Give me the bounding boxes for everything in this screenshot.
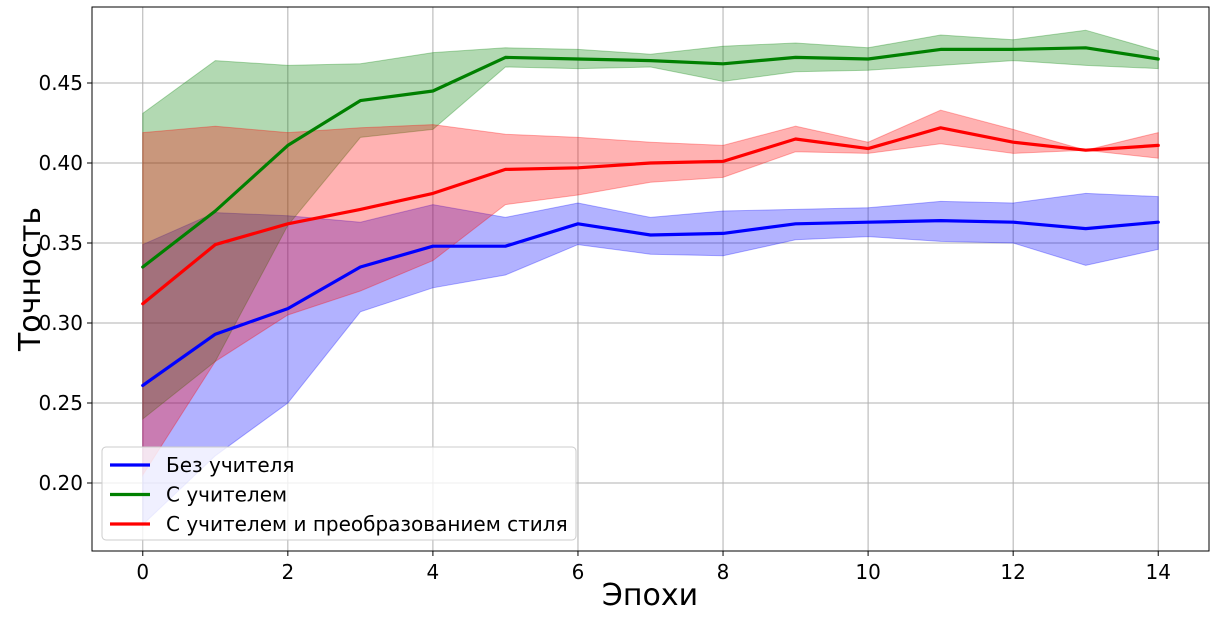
x-axis-ticks: 0 2 4 6 8 10 12 14: [136, 551, 1171, 584]
x-tick-label: 14: [1146, 560, 1171, 584]
series-line-2: [141, 46, 1160, 269]
legend-label-1: Без учителя: [166, 453, 294, 477]
x-tick-label: 12: [1000, 560, 1025, 584]
y-tick-label: 0.25: [38, 391, 83, 415]
y-tick-label: 0.40: [38, 151, 83, 175]
series-line-3: [141, 126, 1160, 306]
legend-label-3: С учителем и преобразованием стиля: [166, 512, 568, 536]
x-tick-label: 8: [717, 560, 730, 584]
series-band-2: [142, 29, 1159, 421]
series-lines: [141, 46, 1160, 387]
legend-box: [101, 446, 577, 541]
legend: Без учителя С учителем С учителем и преобр…: [101, 446, 577, 541]
legend-label-2: С учителем: [166, 483, 287, 507]
series-line-1: [141, 219, 1160, 387]
x-tick-label: 6: [572, 560, 585, 584]
y-axis-ticks: 0.20 0.25 0.30 0.35 0.40 0.45: [38, 71, 92, 495]
x-tick-label: 10: [855, 560, 880, 584]
series-band-1: [142, 192, 1159, 526]
x-tick-label: 2: [281, 560, 294, 584]
y-tick-label: 0.30: [38, 311, 83, 335]
y-tick-label: 0.45: [38, 71, 83, 95]
y-tick-label: 0.20: [38, 471, 83, 495]
y-tick-label: 0.35: [38, 231, 83, 255]
x-tick-label: 4: [427, 560, 440, 584]
x-axis-title: Эпохи: [602, 578, 698, 613]
x-tick-label: 0: [136, 560, 149, 584]
y-axis-title: Точность: [13, 207, 48, 352]
plot-frame: [91, 6, 1210, 552]
series-band-3: [142, 109, 1159, 477]
